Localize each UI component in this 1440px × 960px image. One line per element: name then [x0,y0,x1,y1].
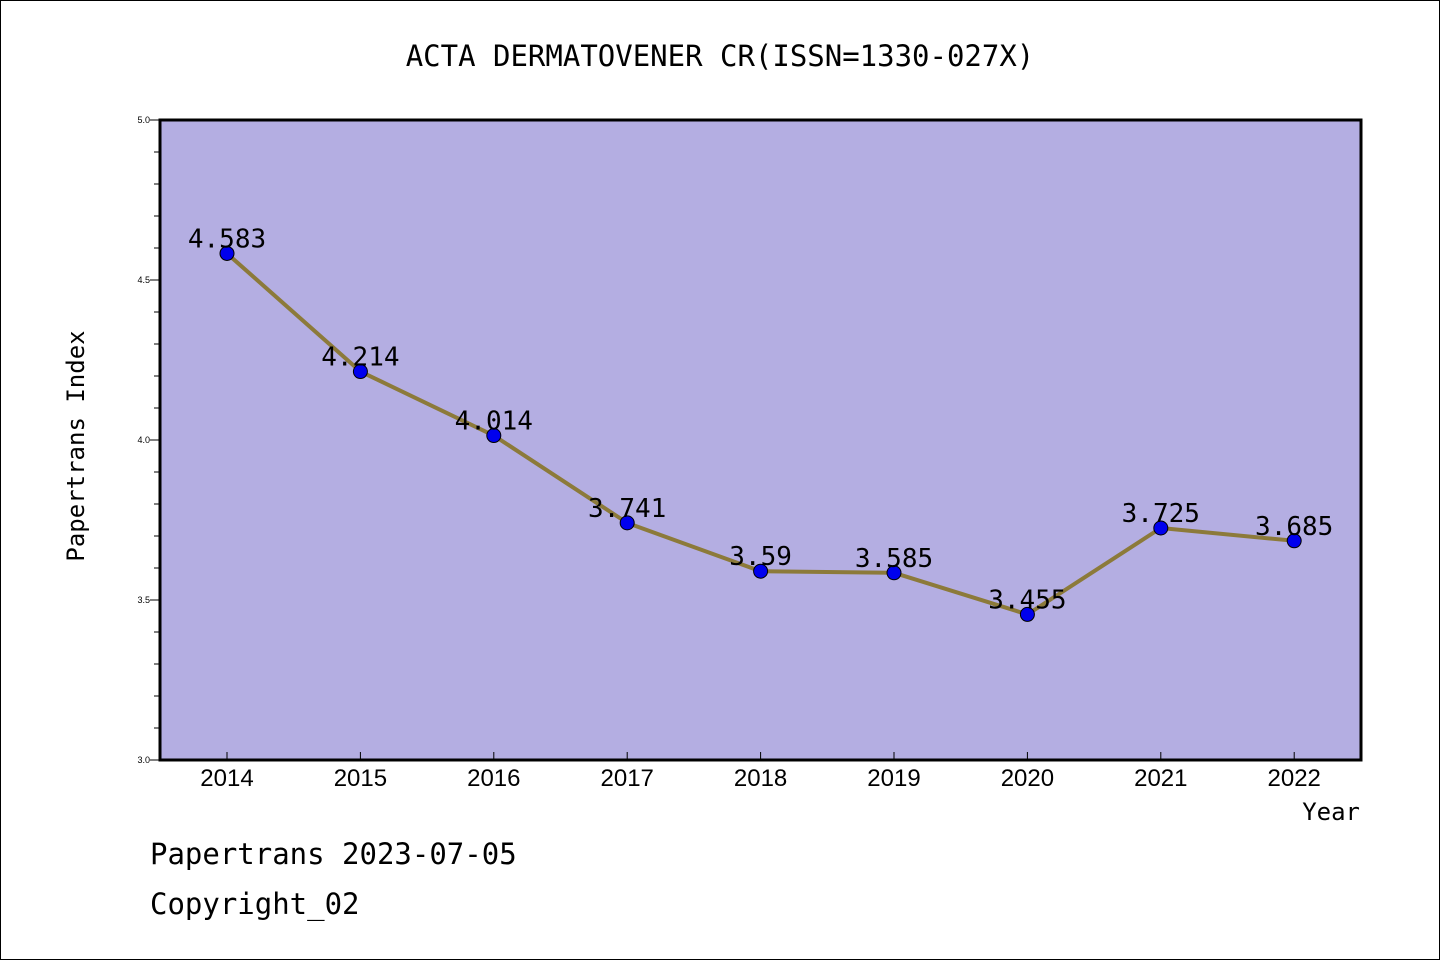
data-label: 3.685 [1255,512,1333,542]
x-tick-label: 2018 [734,765,787,792]
x-axis-title: Year [1302,798,1360,826]
data-label: 4.214 [321,343,399,373]
x-tick-label: 2017 [601,765,654,792]
data-point-marker [753,563,769,579]
data-label: 3.585 [855,544,933,574]
data-point-marker [219,245,235,261]
data-label: 3.741 [588,494,666,524]
data-label: 3.455 [988,585,1066,615]
x-axis: 2014 2015 2016 2017 2018 2019 2020 2021 2022 [200,752,1321,792]
data-point-marker [1153,520,1169,536]
plot-area [158,118,1363,762]
x-tick-label: 2021 [1134,765,1187,792]
data-point-marker [1019,606,1035,622]
data-point-marker [352,364,368,380]
y-axis-title: Papertrans Index [62,330,90,561]
data-label: 3.725 [1122,499,1200,529]
y-tick-label: 3.5 [137,595,150,605]
x-tick-label: 2016 [467,765,520,792]
footer-date-line: Papertrans 2023-07-05 [150,837,517,871]
y-tick-label: 5.0 [137,115,150,125]
data-point-marker [886,565,902,581]
y-tick-label: 3.0 [137,755,150,765]
data-label: 3.59 [729,542,792,572]
series-line-group [219,245,1302,622]
data-point-marker [486,428,502,444]
y-tick-label: 4.0 [137,435,150,445]
data-labels-group: 4.583 4.214 4.014 3.741 3.59 3.585 3.455 3.725 3… [188,224,1333,615]
chart-title: ACTA DERMATOVENER CR(ISSN=1330-027X) [406,39,1035,73]
x-tick-label: 2014 [200,765,253,792]
y-tick-label: 4.5 [137,275,150,285]
data-point-marker [1286,533,1302,549]
footer-copyright-line: Copyright_02 [150,887,360,922]
x-tick-label: 2015 [334,765,387,792]
x-tick-label: 2020 [1001,765,1054,792]
y-axis: 3.0 3.5 4.0 4.5 5.0 [137,115,160,765]
x-tick-label: 2019 [867,765,920,792]
data-label: 4.014 [455,407,533,437]
data-point-marker [619,515,635,531]
data-label: 4.583 [188,224,266,254]
x-tick-label: 2022 [1268,765,1321,792]
